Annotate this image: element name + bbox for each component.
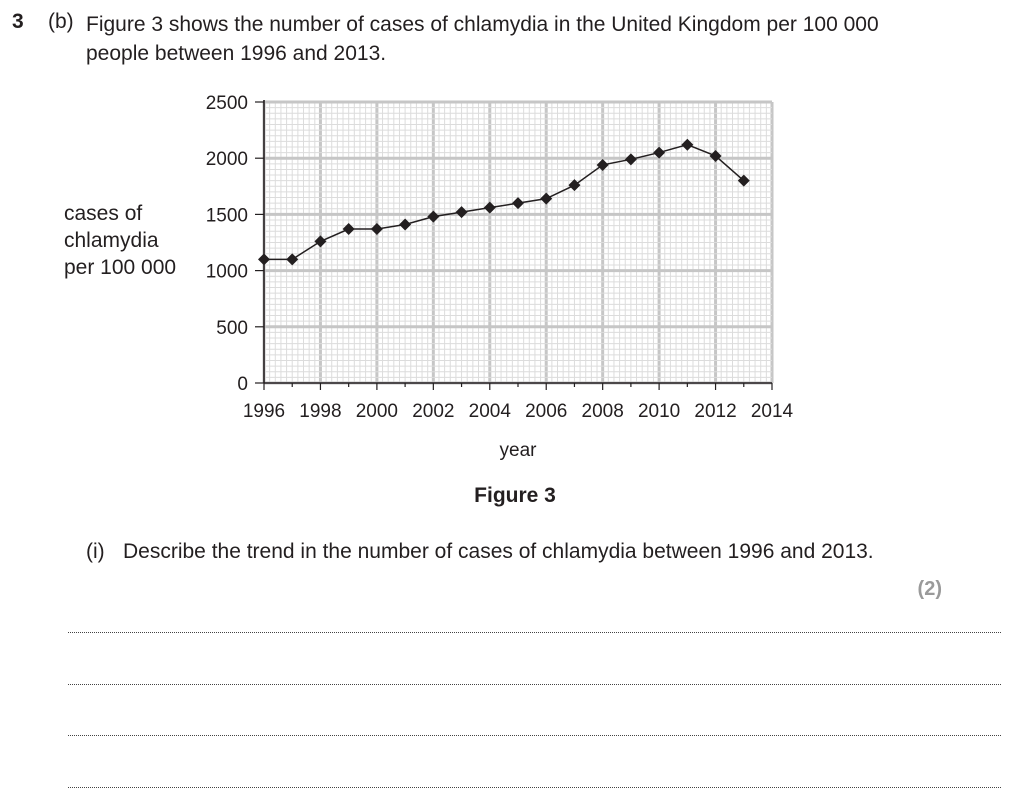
question-number: 3: [12, 10, 24, 33]
data-point: [624, 153, 637, 166]
chart-axes: [255, 100, 773, 390]
series-line: [264, 143, 745, 261]
data-point: [709, 149, 722, 162]
marks-indicator: (2): [917, 578, 942, 600]
data-point: [540, 192, 553, 205]
data-point: [653, 146, 666, 159]
y-tick-label: 0: [237, 374, 248, 395]
x-tick-label: 2000: [356, 401, 398, 422]
y-tick-label: 2000: [206, 149, 248, 170]
question-part-label: (b): [48, 10, 74, 33]
data-point: [399, 218, 412, 231]
x-tick-label: 2006: [525, 401, 567, 422]
chart-grid: [262, 100, 774, 385]
x-tick-label: 2008: [582, 401, 624, 422]
y-tick-label: 1500: [206, 205, 248, 226]
data-point: [258, 253, 270, 266]
y-tick-label: 2500: [206, 93, 248, 114]
x-tick-label: 2012: [694, 401, 736, 422]
data-point: [455, 206, 468, 219]
answer-line[interactable]: [68, 735, 1001, 736]
y-axis-label-line-3: per 100 000: [64, 256, 177, 279]
answer-line[interactable]: [68, 787, 1001, 788]
data-point: [314, 235, 327, 248]
subquestion-label: (i): [86, 540, 105, 563]
data-point: [596, 158, 609, 171]
y-axis-label-line-1: cases of: [64, 202, 143, 225]
data-point: [342, 223, 355, 236]
x-tick-label: 1998: [299, 401, 341, 422]
x-tick-label: 2004: [469, 401, 512, 422]
figure-caption: Figure 3: [474, 484, 556, 507]
y-axis-label: cases of chlamydia per 100 000: [64, 200, 194, 281]
y-tick-label: 1000: [206, 262, 248, 283]
x-tick-label: 2002: [412, 401, 454, 422]
data-point: [427, 210, 440, 223]
data-point: [568, 179, 581, 192]
line-chart: 1996 1998 2000 2002 2004 2006 2008 2010 2012 2014…: [206, 93, 794, 461]
subquestion-text: Describe the trend in the number of case…: [123, 540, 874, 563]
x-tick-label: 2010: [638, 401, 680, 422]
data-point: [681, 138, 694, 151]
x-tick-label: 1996: [243, 401, 285, 422]
data-point: [737, 174, 750, 187]
x-tick-label: 2014: [751, 401, 794, 422]
answer-line[interactable]: [68, 684, 1001, 685]
data-point: [483, 201, 496, 214]
data-point: [286, 253, 299, 266]
data-point: [512, 197, 524, 210]
answer-line[interactable]: [68, 632, 1001, 633]
data-point: [370, 223, 383, 236]
chart-series: [258, 138, 750, 266]
y-tick-label: 500: [216, 318, 248, 339]
y-axis-label-line-2: chlamydia: [64, 229, 159, 252]
question-intro: Figure 3 shows the number of cases of ch…: [86, 13, 879, 65]
x-axis-label: year: [500, 440, 538, 461]
chart-tick-labels: 1996 1998 2000 2002 2004 2006 2008 2010 2012 2014…: [206, 93, 794, 422]
